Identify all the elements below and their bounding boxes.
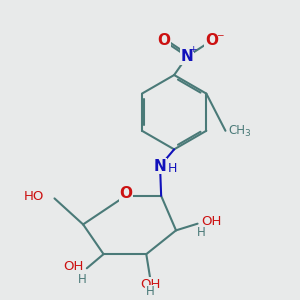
Text: N: N (181, 49, 194, 64)
Text: O: O (205, 33, 218, 48)
Text: H: H (197, 226, 206, 239)
Text: H: H (168, 162, 177, 175)
Text: HO: HO (24, 190, 44, 203)
Text: CH: CH (228, 124, 245, 137)
Text: O: O (119, 186, 132, 201)
Text: OH: OH (64, 260, 84, 273)
Text: +: + (189, 45, 196, 54)
Text: H: H (78, 273, 87, 286)
Text: OH: OH (201, 215, 222, 228)
Text: 3: 3 (245, 129, 250, 138)
Text: −: − (216, 30, 223, 39)
Text: N: N (154, 159, 166, 174)
Text: H: H (146, 285, 154, 298)
Text: OH: OH (140, 278, 160, 291)
Text: O: O (157, 33, 170, 48)
